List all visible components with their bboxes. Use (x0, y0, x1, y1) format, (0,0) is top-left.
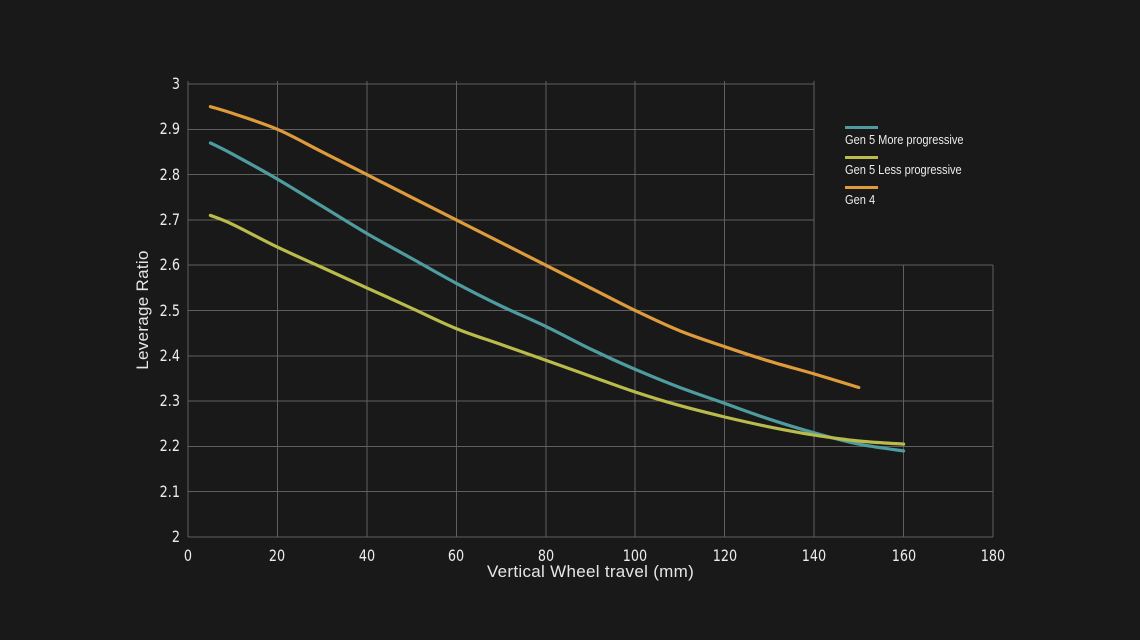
y-tick-label: 2.6 (159, 255, 180, 275)
legend-label: Gen 5 More progressive (845, 132, 964, 147)
x-tick-label: 140 (801, 546, 827, 565)
y-tick-label: 3 (171, 74, 180, 93)
legend-swatch (845, 156, 878, 159)
series-line-gen-5-less-progressive (208, 213, 906, 446)
x-axis-title: Vertical Wheel travel (mm) (486, 562, 695, 581)
series-line-gen-4 (208, 105, 861, 390)
x-tick-label: 100 (622, 546, 648, 565)
x-tick-label: 160 (891, 546, 916, 565)
series-line-gen-5-more-progressive (208, 141, 906, 453)
y-tick-label: 2.8 (159, 164, 180, 184)
y-tick-label: 2.7 (159, 209, 180, 229)
chart-canvas (187, 81, 994, 538)
legend-label: Gen 4 (845, 192, 876, 207)
x-tick-label: 0 (183, 546, 193, 565)
y-tick-label: 2.1 (159, 481, 180, 501)
legend-item-gen-5-less-progressive: Gen 5 Less progressive (845, 156, 984, 177)
y-tick-label: 2.9 (159, 119, 180, 139)
y-tick-label: 2 (171, 527, 180, 546)
legend-swatch (845, 186, 878, 189)
x-tick-label: 180 (980, 546, 1006, 565)
legend-item-gen-5-more-progressive: Gen 5 More progressive (845, 126, 984, 147)
y-axis-title-text: Leverage Ratio (133, 250, 152, 370)
x-tick-label: 60 (448, 546, 465, 565)
y-tick-label: 2.5 (159, 300, 180, 320)
y-tick-label: 2.2 (159, 436, 180, 456)
legend-label: Gen 5 Less progressive (845, 162, 962, 177)
x-tick-label: 20 (269, 546, 286, 565)
chart-legend: Gen 5 More progressive Gen 5 Less progres… (845, 126, 984, 216)
legend-swatch (845, 126, 878, 129)
legend-item-gen-4: Gen 4 (845, 186, 984, 207)
x-tick-label: 40 (358, 546, 376, 565)
x-tick-label: 80 (537, 546, 554, 565)
y-tick-label: 2.3 (159, 391, 180, 411)
y-tick-label: 2.4 (159, 345, 180, 365)
x-tick-label: 120 (712, 546, 737, 565)
series-lines (208, 105, 906, 453)
grid-lines (187, 81, 994, 538)
